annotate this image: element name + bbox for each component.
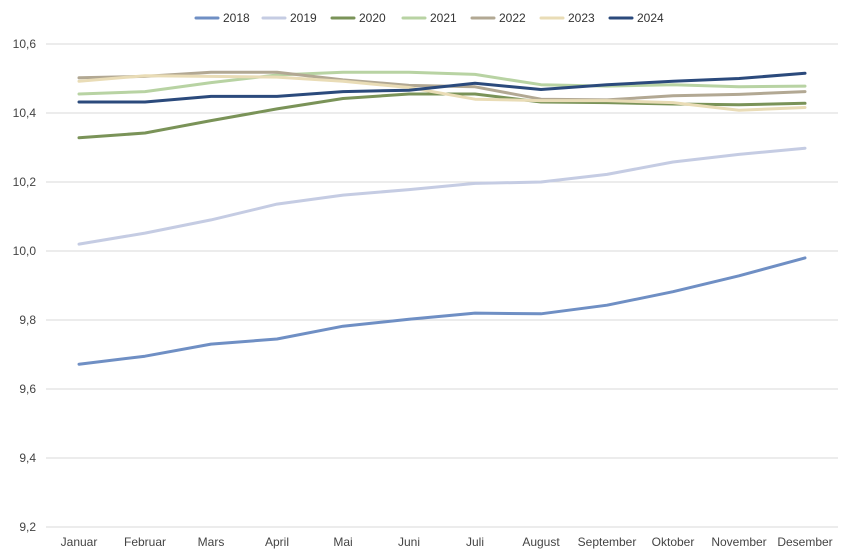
- series-line-2023: [77, 74, 807, 112]
- series-line-2020: [77, 92, 807, 140]
- legend-label: 2022: [499, 11, 526, 25]
- x-tick-label: April: [265, 535, 289, 549]
- y-tick-label: 10,2: [13, 175, 37, 189]
- y-tick-label: 10,6: [13, 37, 37, 51]
- series-line-2024: [77, 71, 807, 104]
- x-tick-label: Mars: [198, 535, 225, 549]
- series-line-2021: [77, 70, 807, 96]
- chart-legend: 2018 2019 2020 2021 2022 2023 2024: [194, 11, 664, 25]
- legend-label: 2019: [290, 11, 317, 25]
- legend-label: 2023: [568, 11, 595, 25]
- chart-series-lines: [77, 70, 807, 366]
- y-tick-label: 9,6: [19, 382, 36, 396]
- x-tick-label: September: [578, 535, 637, 549]
- series-line-2018: [77, 256, 807, 366]
- y-tick-label: 9,4: [19, 451, 36, 465]
- legend-item-2024: 2024: [608, 11, 664, 25]
- x-axis-tick-labels: Januar Februar Mars April Mai Juni Juli August S…: [61, 535, 833, 549]
- legend-item-2021: 2021: [401, 11, 457, 25]
- x-tick-label: November: [711, 535, 766, 549]
- legend-item-2023: 2023: [539, 11, 595, 25]
- legend-label: 2020: [359, 11, 386, 25]
- legend-label: 2021: [430, 11, 457, 25]
- x-tick-label: Januar: [61, 535, 98, 549]
- x-tick-label: Desember: [777, 535, 832, 549]
- chart-gridlines: [46, 43, 838, 528]
- x-tick-label: Juli: [466, 535, 484, 549]
- legend-item-2022: 2022: [470, 11, 526, 25]
- y-tick-label: 10,4: [13, 106, 37, 120]
- y-tick-label: 10,0: [13, 244, 37, 258]
- legend-item-2018: 2018: [194, 11, 250, 25]
- legend-item-2020: 2020: [330, 11, 386, 25]
- y-tick-label: 9,2: [19, 520, 36, 534]
- y-axis-tick-labels: 9,2 9,4 9,6 9,8 10,0 10,2 10,4 10,6: [13, 37, 37, 534]
- series-line-2019: [77, 146, 807, 246]
- x-tick-label: Oktober: [652, 535, 695, 549]
- y-tick-label: 9,8: [19, 313, 36, 327]
- x-tick-label: Mai: [333, 535, 352, 549]
- legend-label: 2024: [637, 11, 664, 25]
- legend-item-2019: 2019: [261, 11, 317, 25]
- x-tick-label: August: [522, 535, 560, 549]
- x-tick-label: Juni: [398, 535, 420, 549]
- legend-label: 2018: [223, 11, 250, 25]
- x-tick-label: Februar: [124, 535, 166, 549]
